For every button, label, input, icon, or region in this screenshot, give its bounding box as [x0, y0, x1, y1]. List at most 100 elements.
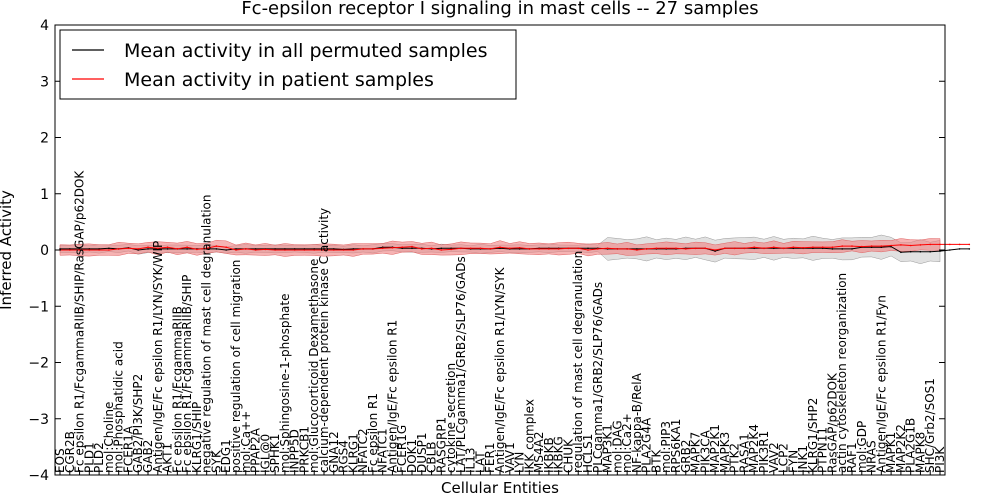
data-point-patient [245, 248, 247, 250]
x-tick-label: calcium-dependent protein kinase C activ… [317, 208, 331, 473]
x-tick-label: mol:Glucocorticoid Dexamethasone [307, 259, 321, 473]
data-point-permuted [225, 249, 227, 251]
data-point-patient [792, 246, 795, 248]
data-point-patient [293, 249, 296, 251]
data-point-permuted [215, 248, 218, 250]
data-point-patient [509, 247, 511, 250]
x-tick-label: FYN [786, 450, 800, 473]
data-point-permuted [587, 247, 589, 250]
x-tick-label: IL13 [464, 448, 478, 474]
data-point-patient [88, 249, 91, 251]
data-point-patient [469, 247, 472, 250]
y-tick-label: −4 [28, 468, 49, 484]
series-line-patient [60, 243, 970, 251]
data-point-patient [372, 248, 374, 250]
data-point-patient [861, 245, 863, 248]
data-point-patient [381, 247, 384, 250]
data-point-permuted [440, 247, 443, 250]
data-point-patient [450, 248, 452, 251]
data-point-patient [215, 245, 218, 247]
data-point-patient [176, 248, 179, 250]
x-tick-label: KLRG1/SHIP [190, 402, 204, 473]
data-point-permuted [929, 250, 931, 253]
x-tick-label: Antigen/IgE/Fc epsilon R1 [385, 320, 399, 473]
x-tick-label: JNK1 [796, 445, 810, 474]
data-point-permuted [949, 249, 951, 251]
data-point-patient [489, 248, 492, 250]
data-point-permuted [499, 247, 501, 250]
data-point-patient [900, 244, 902, 246]
x-tick-label: MS4A2 [532, 432, 546, 473]
x-tick-label: negative regulation of mast cell degranu… [200, 194, 214, 473]
data-point-permuted [108, 247, 110, 250]
x-tick-label: regulation of mast cell degranulation [571, 251, 585, 473]
x-tick-label: MAP3K1 [601, 424, 615, 473]
x-tick-label: PTPN11 [816, 427, 830, 473]
x-axis-label: Cellular Entities [441, 479, 559, 497]
data-point-permuted [333, 248, 335, 250]
data-point-patient [645, 248, 648, 250]
y-tick-label: 0 [40, 243, 49, 259]
data-point-patient [733, 247, 736, 250]
x-tick-label: PRKCB1 [297, 426, 311, 473]
data-point-patient [303, 249, 306, 251]
data-point-patient [440, 249, 443, 251]
x-tick-label: MAP2K4 [747, 424, 761, 473]
x-tick-label: MAPK8 [913, 432, 927, 473]
x-tick-label: PIK3CA [698, 429, 712, 473]
x-tick-label: Antigen/IgE/Fc epsilon R1/LYN/SYK [493, 266, 507, 473]
data-point-patient [98, 249, 100, 251]
data-point-permuted [753, 247, 755, 250]
data-point-permuted [870, 246, 873, 248]
x-tick-label: MAPK3 [718, 432, 732, 473]
data-point-patient [430, 247, 433, 250]
x-tick-label: IKBKG [552, 436, 566, 473]
x-tick-label: Fc epsilon R1/FcgammaRIIB/SHIP/RasGAP/p6… [73, 170, 87, 473]
x-tick-label: VAV1 [503, 442, 517, 473]
data-point-patient [694, 247, 697, 250]
data-point-patient [773, 246, 775, 248]
data-point-permuted [147, 248, 149, 250]
data-point-patient [724, 247, 726, 250]
x-tick-label: LCP2 [777, 443, 791, 473]
y-tick-label: −3 [28, 412, 49, 428]
x-tick-label: RGS4 [337, 440, 351, 473]
x-tick-label: SHC/Grb2/SOS1 [923, 378, 937, 473]
data-point-permuted [137, 249, 139, 251]
x-tick-label: Fc epsilon R1/FcgammaRIIB [170, 306, 184, 473]
data-point-patient [929, 243, 931, 246]
data-point-patient [137, 248, 139, 250]
data-point-permuted [254, 248, 257, 250]
x-tick-label: PLA2G4A [640, 417, 654, 473]
chart-title: Fc-epsilon receptor I signaling in mast … [241, 0, 758, 19]
x-tick-label: mol:GDP [855, 421, 869, 473]
data-point-permuted [968, 248, 971, 250]
x-tick-label: GAB2 [141, 440, 155, 473]
data-point-patient [909, 244, 912, 247]
data-point-patient [675, 247, 677, 250]
data-point-permuted [939, 250, 941, 252]
x-tick-label: positive regulation of cell migration [229, 260, 243, 473]
y-tick-label: −1 [28, 299, 49, 315]
data-point-permuted [792, 247, 795, 250]
x-tick-label: Fc epsilon R1/FcgammaRIIB/SHIP [180, 275, 194, 473]
data-point-permuted [274, 248, 276, 250]
data-point-patient [196, 248, 198, 251]
data-point-patient [225, 246, 227, 248]
x-tick-label: Fc epsilon R1 [366, 393, 380, 473]
x-tick-label: KLRG1 [346, 433, 360, 473]
x-tick-label: RASA1 [737, 433, 751, 473]
x-tick-label: mol:Sphingosine-1-phosphate [278, 294, 292, 474]
x-tick-label: mol:Choline [102, 402, 116, 473]
data-point-patient [782, 247, 785, 250]
data-point-patient [655, 247, 658, 250]
x-tick-label: mol:DAG [610, 420, 624, 473]
data-point-patient [284, 249, 286, 251]
data-point-permuted [69, 248, 71, 250]
legend-entry-permuted: Mean activity in all permuted samples [124, 40, 487, 62]
data-point-patient [919, 244, 922, 246]
data-point-permuted [714, 250, 716, 252]
data-point-permuted [284, 248, 286, 250]
x-tick-label: GNA12 [327, 431, 341, 473]
x-tick-label: GRB2 [679, 439, 693, 473]
